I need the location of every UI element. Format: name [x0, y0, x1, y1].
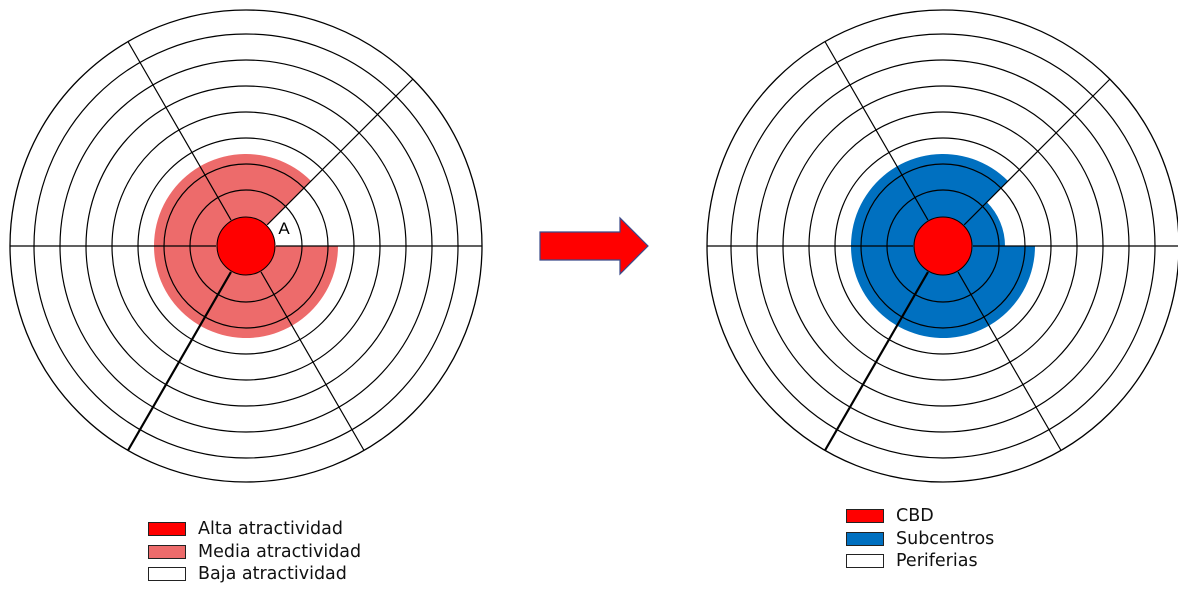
center-disk [216, 216, 276, 276]
center-disk [913, 216, 973, 276]
legend-label-periferias: Periferias [896, 551, 978, 572]
legend-right: CBD Subcentros Periferias [846, 505, 994, 573]
legend-swatch-alta [148, 522, 186, 537]
legend-label-baja: Baja atractividad [198, 564, 347, 585]
legend-swatch-subcentros [846, 531, 884, 546]
legend-label-media: Media atractividad [198, 541, 362, 562]
legend-item-periferias: Periferias [846, 550, 994, 573]
radial-line [266, 78, 414, 226]
legend-item-baja: Baja atractividad [148, 563, 361, 586]
legend-item-cbd: CBD [846, 505, 994, 528]
right-concentric-diagram [706, 9, 1178, 483]
legend-swatch-media [148, 544, 186, 559]
legend-swatch-cbd [846, 509, 884, 524]
legend-item-alta: Alta atractividad [148, 518, 361, 541]
legend-label-subcentros: Subcentros [896, 528, 995, 549]
radial-line [127, 41, 232, 221]
right-arrow-icon [539, 216, 649, 276]
radial-line [957, 271, 1062, 451]
legend-swatch-baja [148, 567, 186, 582]
left-concentric-diagram [9, 9, 483, 483]
radial-line [824, 271, 929, 451]
legend-swatch-periferias [846, 554, 884, 569]
label-a: A [278, 219, 290, 238]
legend-left: Alta atractividad Media atractividad Baj… [148, 518, 361, 586]
radial-line [963, 78, 1111, 226]
highlight-sector [963, 202, 1005, 246]
legend-item-media: Media atractividad [148, 541, 361, 564]
radial-line [824, 41, 929, 221]
radial-line [260, 271, 365, 451]
legend-label-cbd: CBD [896, 506, 934, 527]
legend-item-subcentros: Subcentros [846, 528, 994, 551]
radial-line [127, 271, 232, 451]
legend-label-alta: Alta atractividad [198, 519, 343, 540]
